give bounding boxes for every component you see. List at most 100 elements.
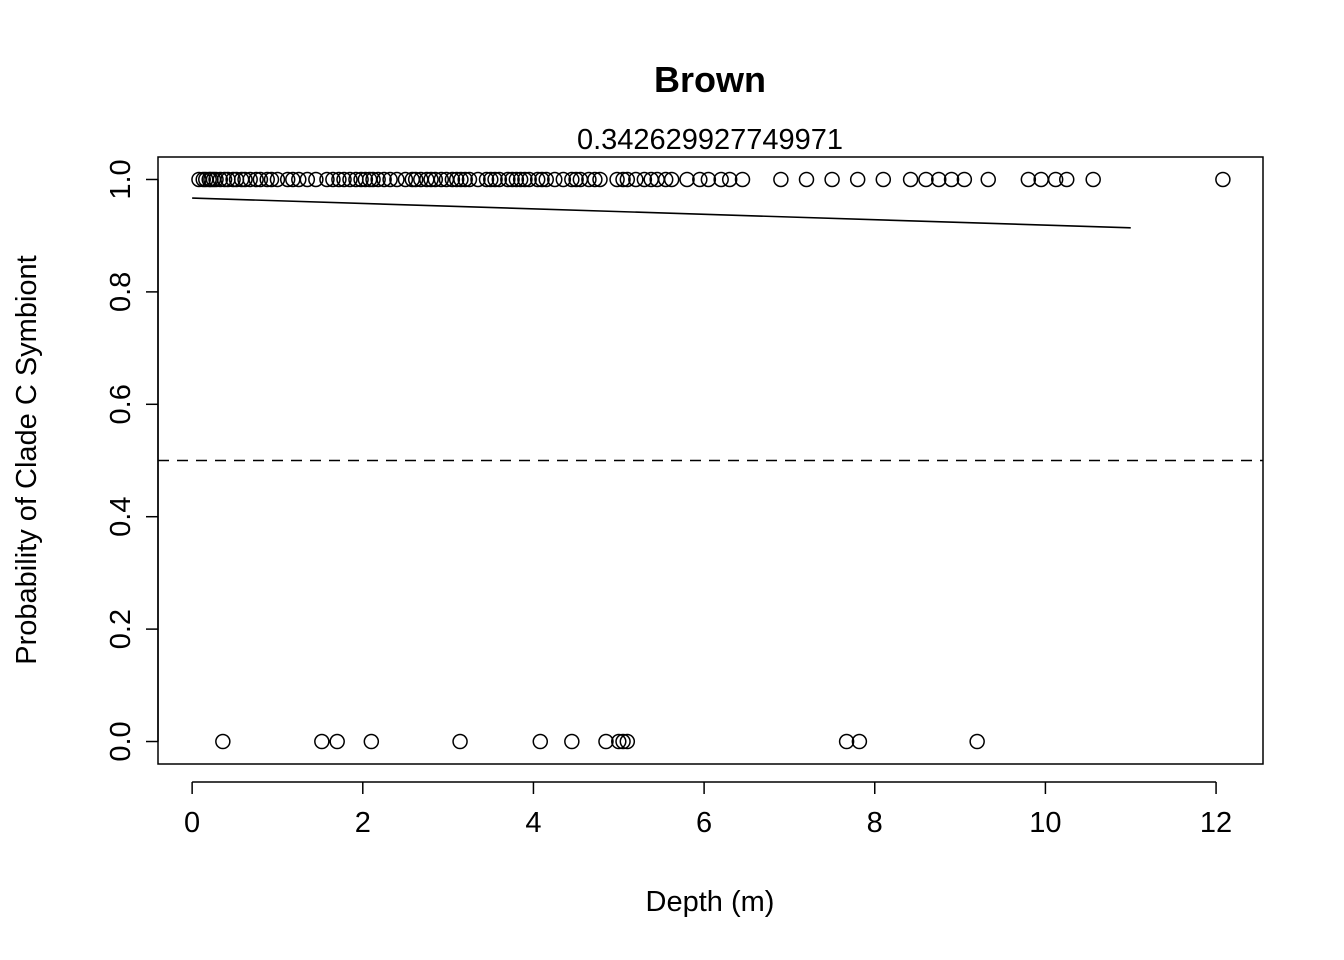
x-tick-label: 4 [525, 807, 541, 839]
data-point [376, 171, 392, 188]
data-point [299, 171, 316, 188]
data-point [598, 733, 614, 750]
data-point [448, 171, 465, 188]
y-tick-label: 0.4 [105, 497, 137, 537]
data-point [370, 171, 386, 188]
data-point [242, 171, 258, 188]
data-point [252, 171, 269, 188]
data-point [353, 171, 369, 188]
data-point [555, 171, 572, 188]
data-point [587, 171, 603, 188]
y-tick-label: 0.0 [105, 721, 137, 761]
data-point [461, 171, 478, 188]
data-point [504, 171, 520, 188]
data-point [547, 171, 563, 188]
data-point [615, 733, 631, 750]
data-point [838, 733, 855, 750]
data-point [216, 171, 233, 188]
data-point [512, 171, 529, 188]
data-point [609, 171, 625, 188]
data-point [329, 733, 345, 750]
data-point [615, 171, 631, 188]
data-point [1020, 171, 1037, 188]
x-axis-label: Depth (m) [646, 886, 775, 918]
data-point [902, 171, 919, 188]
data-point [423, 171, 439, 188]
chart-title: Brown [654, 59, 766, 100]
y-tick-label: 1.0 [105, 159, 137, 199]
x-tick-label: 8 [867, 807, 883, 839]
data-point [357, 171, 374, 188]
data-point [657, 171, 674, 188]
data-point [943, 171, 960, 188]
y-tick-label: 0.2 [105, 609, 137, 649]
data-point [849, 171, 866, 188]
data-point [237, 171, 253, 188]
data-point [592, 171, 608, 188]
fit-line [192, 197, 1131, 229]
data-point [291, 171, 307, 188]
data-point [319, 171, 335, 188]
data-point [478, 171, 495, 188]
data-point [363, 733, 380, 750]
data-point [521, 171, 537, 188]
data-point [470, 171, 486, 188]
data-point [692, 171, 708, 188]
x-axis: 0 2 4 6 8 10 12 [184, 781, 1232, 839]
data-point [508, 171, 525, 188]
data-point [331, 171, 347, 188]
data-point [487, 171, 503, 188]
x-tick-label: 2 [355, 807, 371, 839]
lines-layer [158, 197, 1263, 462]
data-point [1215, 171, 1231, 188]
data-point [407, 171, 424, 188]
data-point [453, 171, 469, 188]
data-point [248, 171, 264, 188]
x-tick-label: 6 [696, 807, 712, 839]
data-point [700, 171, 717, 188]
data-point [389, 171, 405, 188]
data-point [1047, 171, 1064, 188]
data-point [365, 171, 381, 188]
data-point [212, 171, 229, 188]
data-point [713, 171, 729, 188]
data-point [679, 171, 695, 188]
data-point [538, 171, 554, 188]
data-point [568, 171, 584, 188]
data-point [969, 733, 985, 750]
data-point [1085, 171, 1101, 188]
y-axis: 0.0 0.2 0.4 0.6 0.8 1.0 [105, 159, 159, 762]
data-point [336, 171, 352, 188]
data-point [517, 171, 533, 188]
data-point [931, 171, 947, 188]
data-point [1058, 171, 1075, 188]
points-layer [191, 171, 1231, 750]
data-point [259, 171, 275, 188]
data-point [824, 171, 840, 188]
data-point [663, 171, 680, 188]
data-point [956, 171, 973, 188]
y-axis-label: Probability of Clade C Symbiont [11, 255, 43, 664]
data-point [500, 171, 516, 188]
data-point [397, 171, 414, 188]
data-point [980, 171, 996, 188]
data-point [619, 733, 636, 750]
x-tick-label: 12 [1200, 807, 1232, 839]
data-point [564, 733, 580, 750]
data-point [314, 733, 330, 750]
data-point [636, 171, 653, 188]
data-point [444, 171, 461, 188]
data-point [308, 171, 324, 188]
data-point [581, 171, 597, 188]
data-point [798, 171, 815, 188]
data-point [382, 171, 398, 188]
data-point [532, 733, 549, 750]
y-tick-label: 0.6 [105, 384, 137, 424]
data-point [773, 171, 789, 188]
data-point [918, 171, 934, 188]
data-point [433, 171, 450, 188]
data-point [619, 171, 636, 188]
data-point [851, 733, 868, 750]
data-point [491, 171, 508, 188]
data-point [721, 171, 738, 188]
